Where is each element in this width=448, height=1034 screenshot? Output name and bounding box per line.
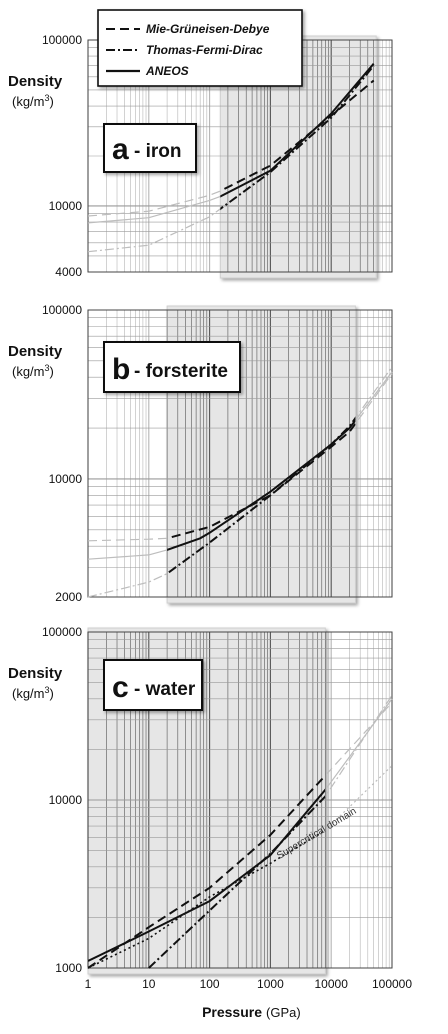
legend-label-aneos: ANEOS [145,64,189,78]
panel-name: - forsterite [134,361,228,382]
x-tick-label: 10 [142,977,156,991]
panel-name: - iron [134,141,182,162]
panel-name: - water [134,679,196,700]
panel-label-box [103,341,241,393]
y-axis-label: Density [8,343,63,360]
series-thomas-fermi-dirac [220,65,375,211]
y-axis-unit: (kg/m3) [12,685,54,701]
panel-label-box [103,123,197,173]
plot-frame [87,309,393,598]
y-tick-label: 100000 [42,625,82,639]
x-axis-label: Pressure [202,1004,262,1020]
y-tick-label: 10000 [49,472,83,486]
series-thomas-fermi-dirac [167,416,356,575]
y-tick-label: 2000 [55,590,82,604]
panel-letter: a [112,133,129,166]
panel-forsterite: 2000 10000 100000 Density (kg/m3) b - forsteri… [8,303,393,604]
y-axis-label: Density [8,665,63,682]
legend-label-tfd: Thomas-Fermi-Dirac [146,43,263,57]
y-tick-label: 100000 [42,303,82,317]
series-aneos [88,788,326,962]
x-tick-label: 100 [200,977,220,991]
x-tick-label: 100000 [372,977,412,991]
legend-box [97,9,303,87]
panel-label-box [103,659,203,711]
x-tick-label: 1 [85,977,92,991]
y-tick-label: 10000 [49,199,83,213]
x-axis-unit: (GPa) [266,1005,301,1020]
y-tick-label: 10000 [49,793,83,807]
y-axis-label: Density [8,73,63,90]
panel-letter: c [112,671,129,704]
y-tick-label: 1000 [55,961,82,975]
series-mie-gr-neisen-debye [88,774,326,969]
y-axis-unit: (kg/m3) [12,363,54,379]
series-aneos [220,63,375,198]
series-supercritical-domain [88,829,326,969]
y-tick-label: 4000 [55,265,82,279]
legend: Mie-Grüneisen-Debye Thomas-Fermi-Dirac A… [97,9,303,87]
y-axis-unit: (kg/m3) [12,93,54,109]
plot-frame [87,631,393,969]
x-tick-label: 1000 [257,977,284,991]
y-tick-label: 100000 [42,33,82,47]
series-mie-gr-neisen-debye [220,79,375,193]
panel-letter: b [112,353,130,386]
x-tick-label: 10000 [315,977,349,991]
legend-label-mgd: Mie-Grüneisen-Debye [146,22,270,36]
series-aneos [167,418,356,551]
